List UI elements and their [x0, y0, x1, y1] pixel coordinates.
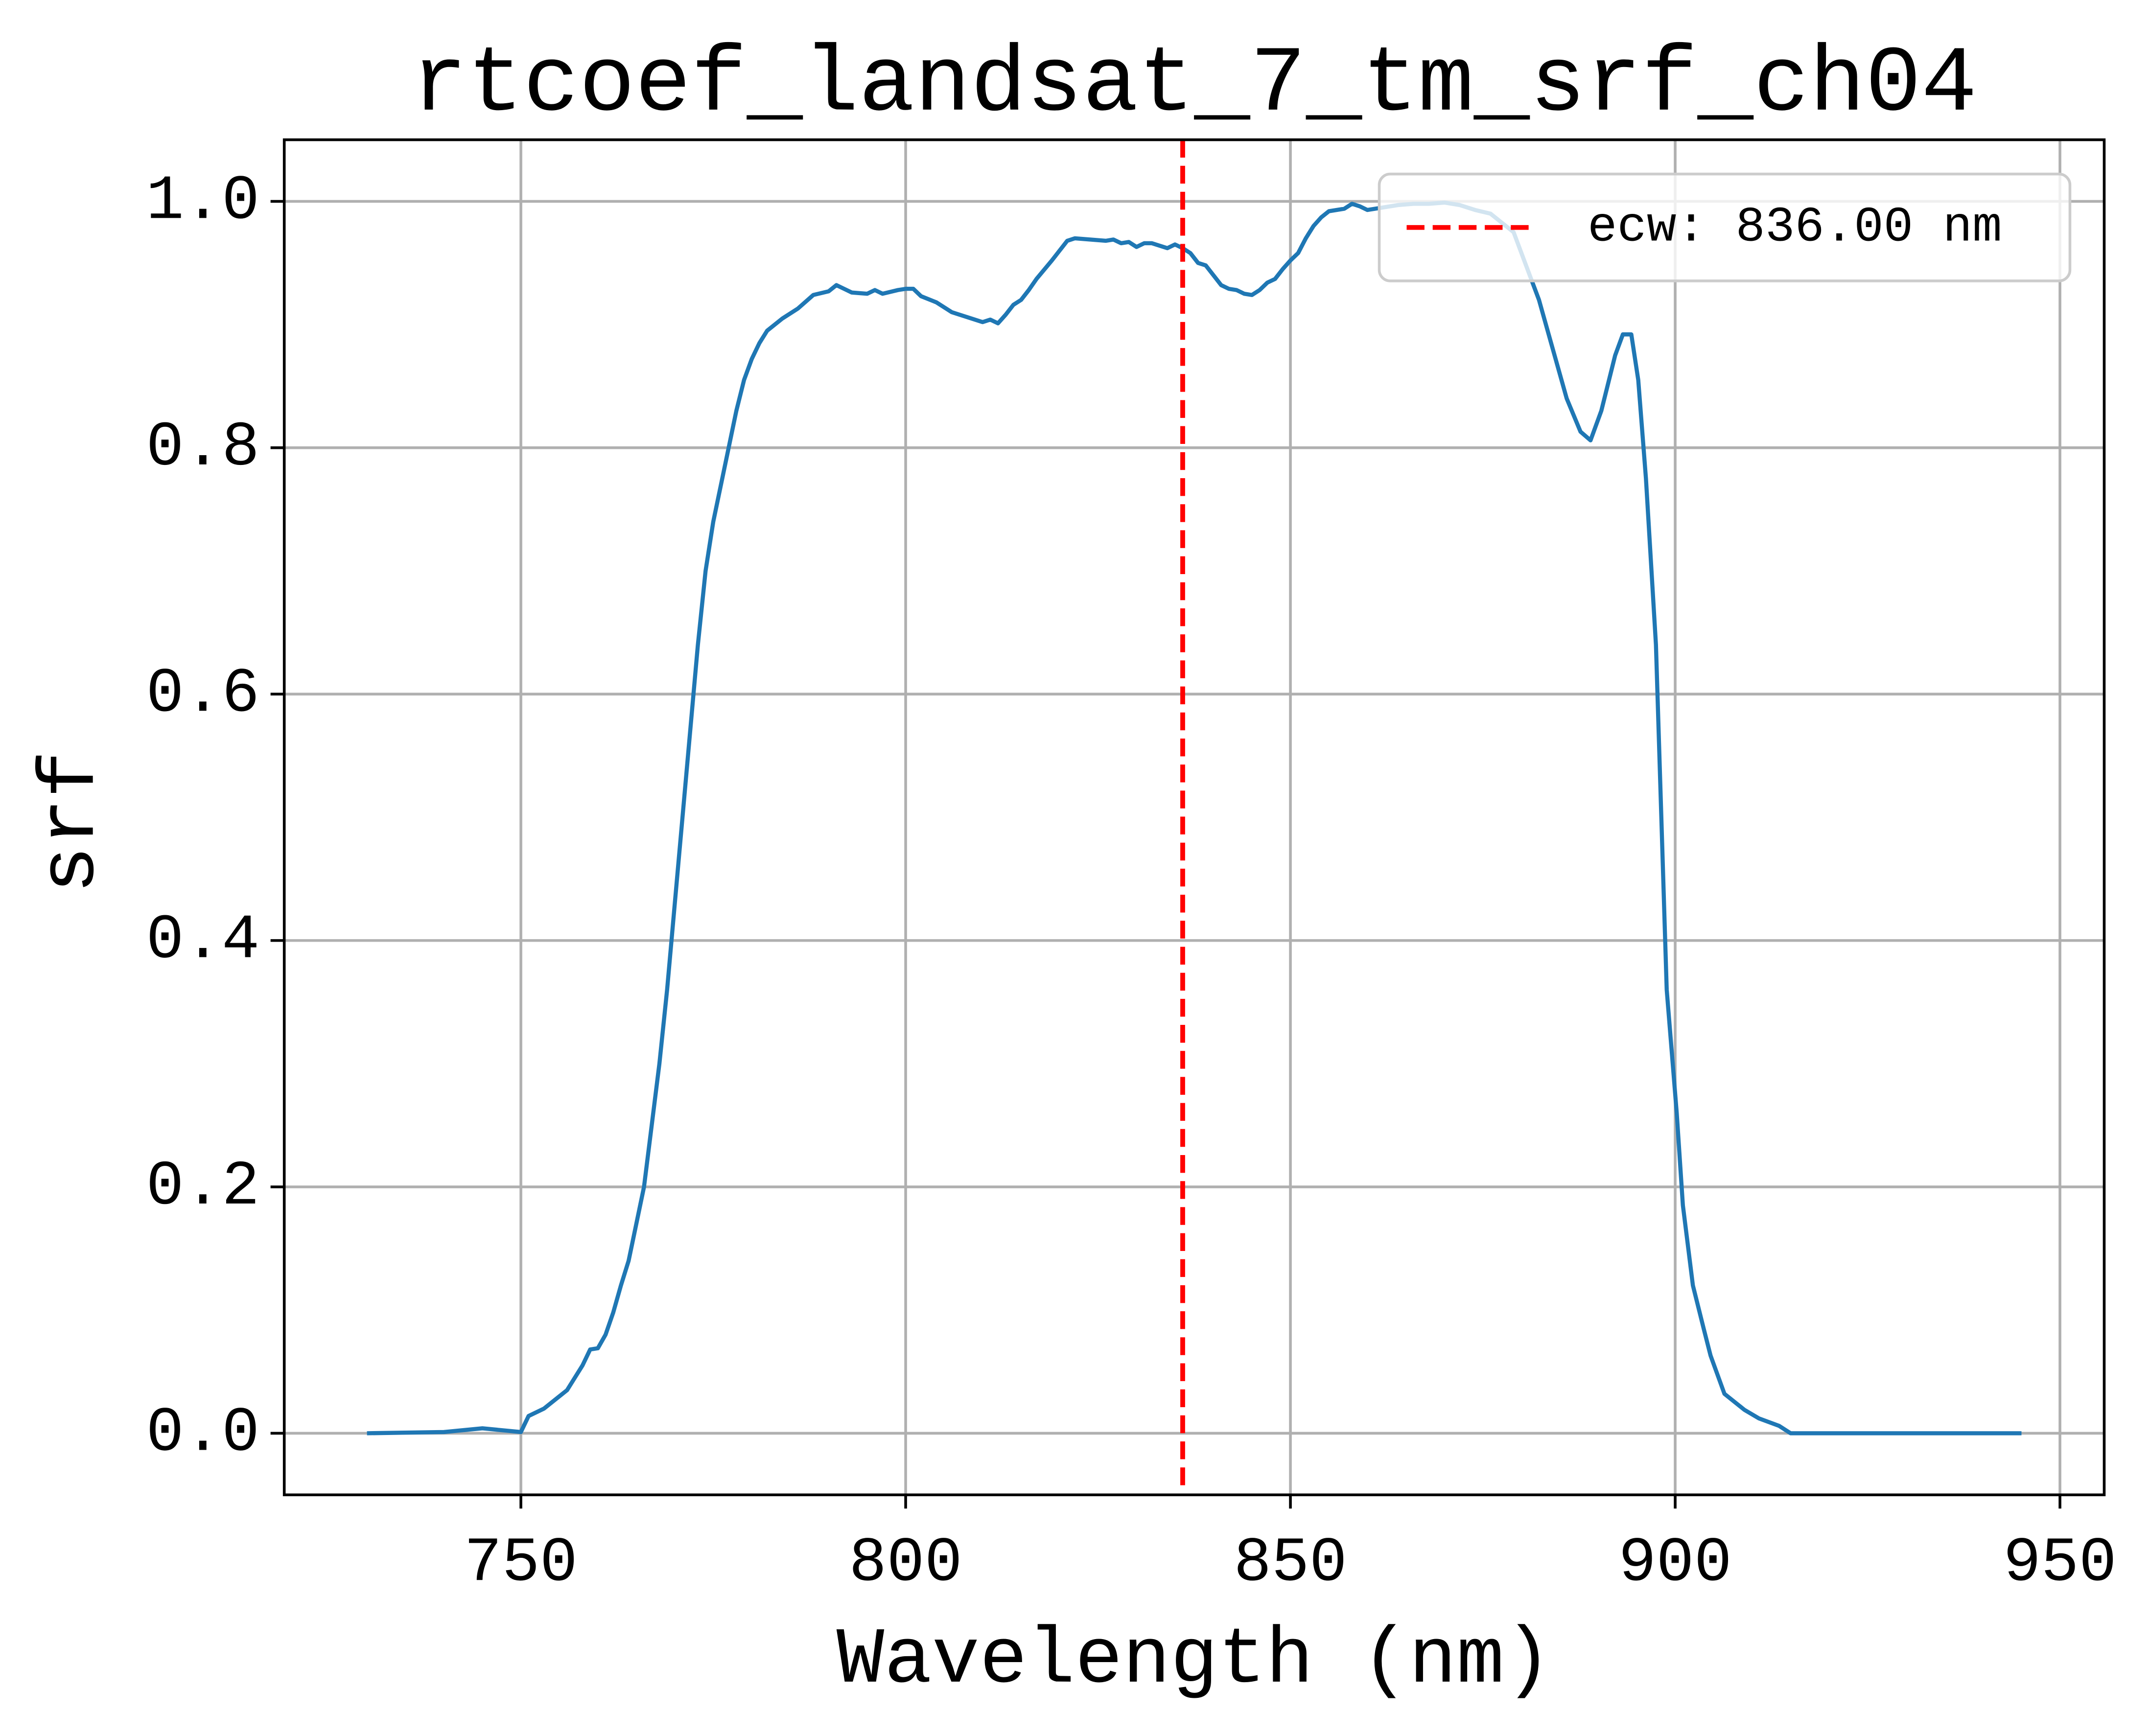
- x-axis-label: Wavelength (nm): [837, 1616, 1552, 1706]
- legend-box: [1378, 172, 2072, 282]
- x-tick-label: 800: [849, 1528, 962, 1599]
- y-axis-label: srf: [27, 751, 117, 894]
- x-tick-label: 850: [1234, 1528, 1347, 1599]
- y-tick-label: 0.4: [146, 905, 259, 976]
- series-line: [367, 200, 2022, 1435]
- chart-title: rtcoef_landsat_7_tm_srf_ch04: [411, 33, 1977, 138]
- x-tick-label: 750: [464, 1528, 578, 1599]
- legend-label: ecw: 836.00 nm: [1588, 200, 2002, 255]
- y-tick-label: 0.8: [146, 412, 259, 484]
- y-tick-label: 0.2: [146, 1151, 259, 1223]
- x-tick-label: 950: [2003, 1528, 2117, 1599]
- y-tick-label: 0.6: [146, 658, 259, 730]
- x-tick-label: 900: [1618, 1528, 1732, 1599]
- y-tick-label: 0.0: [146, 1397, 259, 1469]
- plot-frame: [282, 138, 2106, 1497]
- y-tick-label: 1.0: [146, 165, 259, 237]
- legend: ecw: 836.00 nm: [1378, 172, 2072, 282]
